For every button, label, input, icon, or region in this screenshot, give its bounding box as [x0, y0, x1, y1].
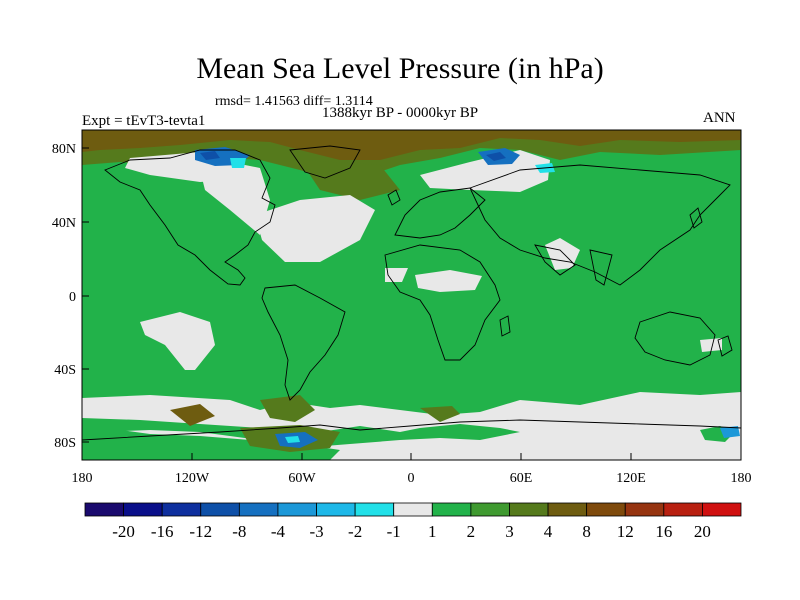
colorbar-swatch — [624, 502, 665, 517]
coast-british-isles — [387, 189, 401, 206]
colorbar-label: -4 — [271, 522, 286, 541]
colorbar-swatch — [200, 502, 240, 517]
arctic-brown-region — [82, 130, 741, 160]
negative-core-canada — [200, 151, 220, 160]
coast-europe — [394, 187, 486, 239]
neutral-region-tasman — [700, 338, 722, 352]
coast-south-america — [261, 284, 346, 401]
pressure-field — [82, 130, 741, 460]
colorbar-swatch — [161, 502, 202, 517]
period-label: 1388kyr BP - 0000kyr BP — [322, 105, 479, 121]
colorbar-label: -12 — [189, 522, 212, 541]
negative-region-ross — [720, 426, 740, 438]
colorbar-label: 20 — [694, 522, 711, 541]
neutral-region-south-pacific — [140, 312, 215, 370]
colorbar-label: -16 — [151, 522, 174, 541]
colorbar-label: 3 — [505, 522, 514, 541]
lat-axis: 80N 40N 0 40S 80S — [52, 142, 89, 451]
stats-line: rmsd= 1.41563 diff= 1.3114 — [215, 94, 373, 109]
neutral-region-north-america — [200, 162, 270, 235]
colorbar-swatch — [277, 502, 317, 517]
antarctic-green-west — [82, 430, 340, 460]
colorbar-label: 16 — [655, 522, 672, 541]
coast-madagascar — [499, 315, 511, 337]
experiment-label: Expt = tEvT3-tevta1 — [82, 113, 206, 129]
colorbar-swatch — [431, 502, 472, 517]
coast-arabia — [534, 244, 576, 276]
coast-greenland — [289, 145, 361, 179]
coast-asia — [469, 164, 731, 286]
coast-north-america — [104, 149, 276, 286]
colorbar-swatch — [470, 502, 510, 517]
neutral-region-sahara — [415, 270, 482, 292]
cyan-region-canada — [230, 158, 246, 168]
coast-india — [589, 249, 613, 286]
coast-japan — [689, 207, 703, 229]
coast-new-zealand — [717, 335, 733, 357]
lon-label-0: 0 — [408, 471, 415, 486]
drake-olive-patch — [260, 395, 315, 422]
colorbar-label: -8 — [232, 522, 246, 541]
colorbar-label: -2 — [348, 522, 362, 541]
lon-label-60e: 60E — [510, 471, 533, 486]
antarctic-brown-patch — [170, 404, 215, 426]
colorbar-label: 4 — [544, 522, 553, 541]
colorbar-swatch — [509, 502, 549, 517]
lat-label-0: 0 — [69, 290, 76, 305]
colorbar-swatch — [663, 502, 703, 517]
lon-label-120w: 120W — [175, 471, 210, 486]
lon-axis: 180 120W 60W 0 60E 120E 180 — [72, 453, 752, 486]
colorbar-label: -3 — [309, 522, 323, 541]
coast-africa — [384, 244, 501, 361]
colorbar-swatch — [393, 502, 433, 517]
map-title: Mean Sea Level Pressure (in hPa) — [196, 52, 604, 85]
colorbar: -20 -16 -12 -8 -4 -3 -2 -1 1 2 3 4 8 12 16 20 — [84, 502, 742, 541]
coast-australia — [634, 311, 716, 366]
cyan-region-antarctic — [285, 436, 300, 443]
season-label: ANN — [703, 110, 736, 126]
neutral-region-arabia — [545, 238, 580, 270]
colorbar-swatch — [586, 502, 626, 517]
lon-label-180w: 180 — [72, 471, 93, 486]
lon-label-60w: 60W — [288, 471, 316, 486]
negative-core-barents — [486, 152, 506, 161]
lat-label-80s: 80S — [54, 436, 76, 451]
colorbar-label: 2 — [467, 522, 476, 541]
colorbar-swatch — [547, 502, 588, 517]
colorbar-label: 12 — [617, 522, 634, 541]
lat-label-80n: 80N — [52, 142, 76, 157]
neutral-region-north-atlantic-east — [420, 150, 550, 192]
colorbar-label: -20 — [112, 522, 135, 541]
colorbar-swatch — [316, 502, 356, 517]
atlantic-olive-patch — [300, 160, 400, 200]
colorbar-label: -1 — [387, 522, 401, 541]
lat-label-40n: 40N — [52, 216, 76, 231]
colorbar-swatch — [354, 502, 395, 517]
colorbar-swatch — [238, 502, 279, 517]
lon-label-120e: 120E — [616, 471, 646, 486]
coastlines — [82, 145, 741, 441]
colorbar-swatch — [702, 502, 742, 517]
lon-label-180e: 180 — [731, 471, 752, 486]
colorbar-swatch — [84, 502, 124, 517]
weddell-olive-patch — [420, 406, 460, 422]
colorbar-label: 8 — [582, 522, 591, 541]
colorbar-swatch — [123, 502, 163, 517]
lat-label-40s: 40S — [54, 363, 76, 378]
neutral-region-north-atlantic — [255, 195, 375, 262]
colorbar-label: 1 — [428, 522, 437, 541]
coast-antarctica — [82, 419, 741, 441]
